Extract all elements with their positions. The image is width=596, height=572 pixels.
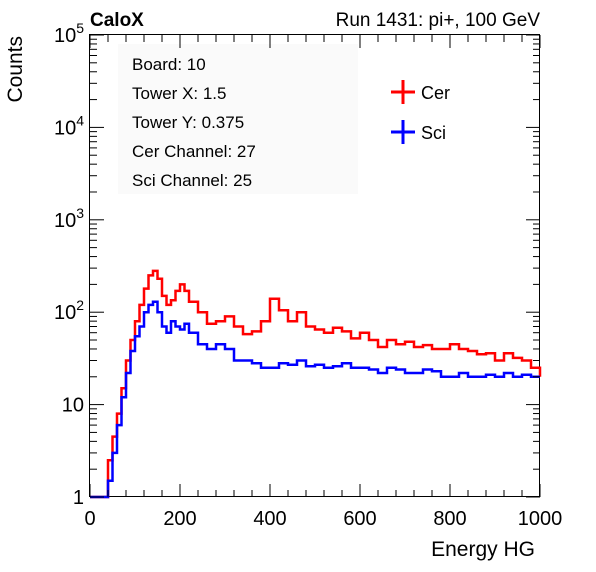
x-tick-label: 800	[433, 508, 466, 530]
y-tick-label: 105	[54, 20, 84, 47]
brand-label: CaloX	[90, 10, 144, 31]
legend-sci-marker	[391, 120, 415, 144]
info-tower-x: Tower X: 1.5	[132, 84, 227, 103]
y-tick-label: 10	[62, 395, 84, 417]
y-tick-label: 104	[54, 112, 84, 139]
y-axis-label: Counts	[4, 36, 27, 103]
x-tick-label: 600	[343, 508, 376, 530]
legend-cer-marker	[391, 80, 415, 104]
run-info-label: Run 1431: pi+, 100 GeV	[336, 10, 541, 31]
y-tick-label: 103	[54, 205, 84, 232]
series-line-cer	[90, 269, 542, 499]
info-board: Board: 10	[132, 55, 206, 74]
info-sci-channel: Sci Channel: 25	[132, 171, 252, 190]
info-cer-channel: Cer Channel: 27	[132, 142, 256, 161]
info-box: Board: 10 Tower X: 1.5 Tower Y: 0.375 Ce…	[118, 44, 358, 194]
legend-sci-label: Sci	[421, 123, 446, 143]
series-line-sci	[90, 300, 540, 499]
legend-cer-label: Cer	[421, 83, 450, 103]
info-box-background	[118, 44, 358, 194]
plot-frame	[89, 34, 540, 497]
y-tick-label: 102	[54, 297, 84, 324]
x-tick-label: 0	[84, 508, 95, 530]
x-axis-label: Energy HG	[431, 538, 535, 561]
x-tick-label: 1000	[518, 508, 563, 530]
x-tick-label: 400	[253, 508, 286, 530]
y-tick-label: 1	[73, 487, 84, 509]
x-tick-label: 200	[163, 508, 196, 530]
axis-layer: 0 200 400 600 800 1000 1 10 102 103 104 105	[54, 20, 562, 530]
info-tower-y: Tower Y: 0.375	[132, 113, 244, 132]
legend: Cer Sci	[391, 80, 450, 144]
series-layer	[90, 269, 542, 499]
